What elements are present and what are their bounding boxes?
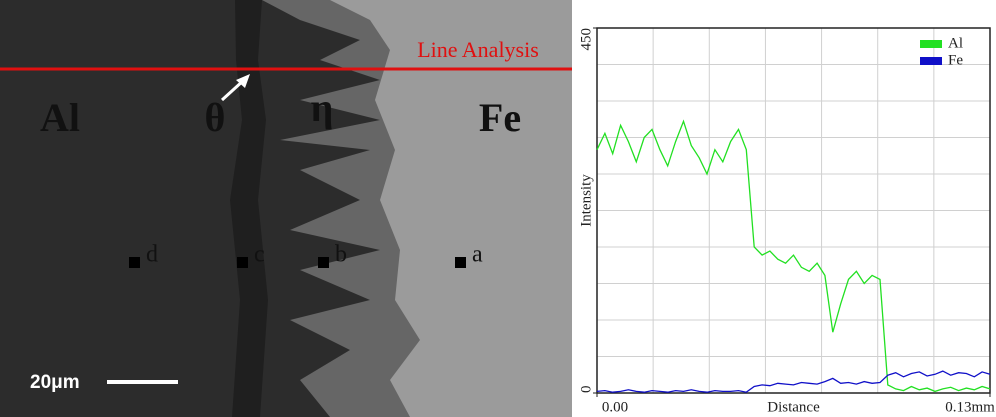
- x-tick-label: 0.13mm: [945, 399, 995, 415]
- plot-frame: [596, 27, 991, 394]
- theta-region: [230, 0, 268, 417]
- point-label: b: [335, 242, 347, 268]
- legend-label: Fe: [948, 52, 963, 68]
- point-marker: [237, 257, 248, 268]
- point-label: d: [146, 242, 158, 268]
- micrograph: Line Analysis Al θ η Fe d c b a 20μm: [0, 0, 572, 417]
- point-marker: [455, 257, 466, 268]
- arrow-head: [236, 74, 250, 88]
- phase-label: Fe: [479, 95, 521, 140]
- legend-swatch: [920, 40, 942, 48]
- line-label: Line Analysis: [417, 37, 539, 62]
- series-line: [596, 370, 991, 393]
- scale-label: 20μm: [30, 372, 80, 393]
- y-tick-label: 450: [578, 28, 594, 51]
- point-marker: [318, 257, 329, 268]
- fe-region: [330, 0, 572, 417]
- x-tick-label: 0.00: [602, 399, 628, 415]
- x-axis-label: Distance: [767, 399, 820, 415]
- phase-label: θ: [205, 95, 226, 140]
- phase-label: Al: [40, 95, 80, 140]
- point-label: c: [254, 242, 265, 268]
- point-label: a: [472, 242, 483, 268]
- series-line: [596, 119, 991, 393]
- legend-label: Al: [948, 35, 963, 51]
- point-marker: [129, 257, 140, 268]
- phase-label: η: [311, 85, 334, 130]
- y-axis-label: Intensity: [578, 174, 594, 227]
- legend-swatch: [920, 57, 942, 65]
- y-tick-label: 0: [578, 386, 594, 394]
